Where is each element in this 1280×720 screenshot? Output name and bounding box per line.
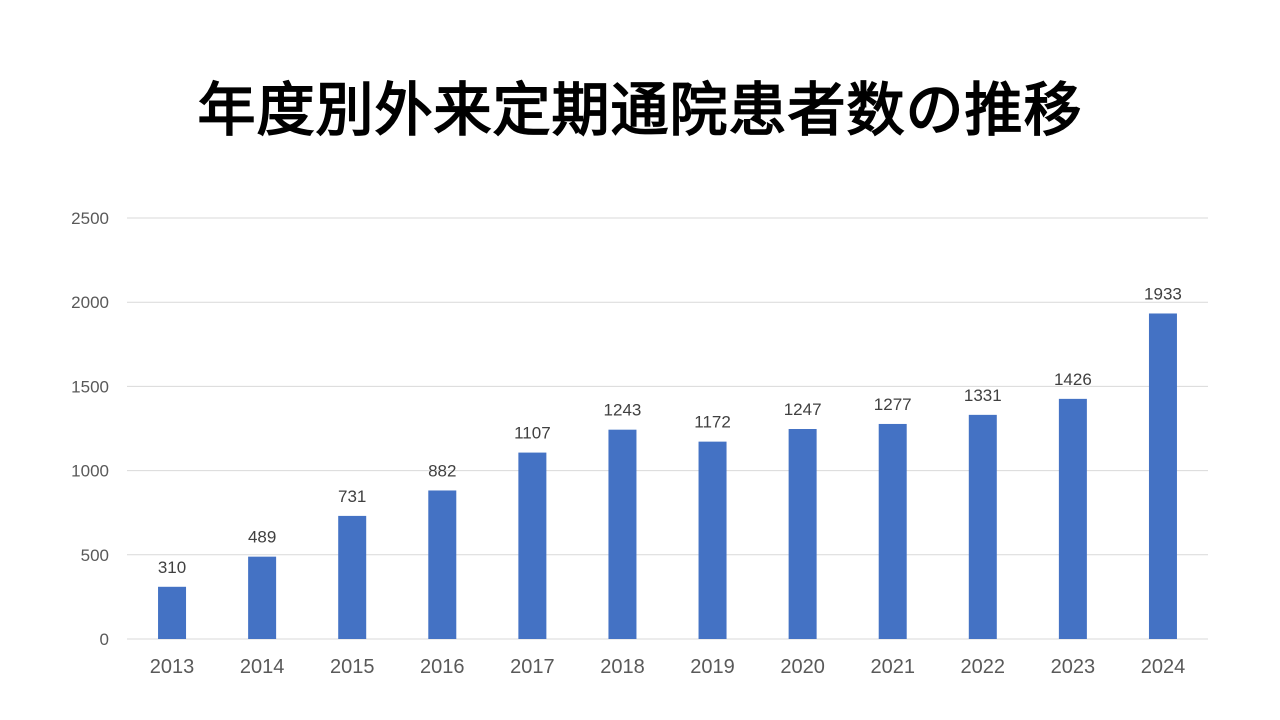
x-tick-label-2018: 2018	[600, 656, 645, 678]
y-tick-label: 2500	[71, 209, 109, 228]
x-tick-label-2015: 2015	[330, 656, 375, 678]
x-tick-label-2021: 2021	[870, 656, 915, 678]
y-tick-label: 500	[81, 546, 109, 565]
data-labels: 310 489 731 882 1107 1243 1172 1247 1277 1331 1426…	[158, 284, 1182, 576]
bar-2014	[248, 556, 277, 639]
x-tick-label-2022: 2022	[961, 656, 1006, 678]
data-label-2018: 1243	[604, 401, 642, 420]
x-tick-label-2020: 2020	[780, 656, 825, 678]
bar-2021	[878, 423, 907, 639]
data-label-2014: 489	[248, 528, 276, 547]
x-tick-label-2023: 2023	[1051, 656, 1096, 678]
data-label-2019: 1172	[694, 413, 731, 432]
bar-2023	[1058, 398, 1087, 639]
data-label-2023: 1426	[1054, 370, 1092, 389]
x-tick-label-2024: 2024	[1141, 656, 1186, 678]
bar-2017	[518, 452, 547, 639]
y-tick-label: 2000	[71, 293, 109, 312]
data-label-2017: 1107	[514, 424, 551, 443]
data-label-2020: 1247	[784, 400, 822, 419]
bar-2018	[608, 429, 637, 639]
bar-2016	[428, 490, 457, 639]
y-tick-label: 1000	[71, 462, 109, 481]
bar-2020	[788, 429, 817, 639]
gridlines	[127, 217, 1208, 640]
data-label-2024: 1933	[1144, 284, 1182, 303]
bar-2015	[338, 515, 367, 639]
bars	[158, 313, 1177, 639]
data-label-2016: 882	[428, 461, 456, 480]
bar-2019	[698, 441, 727, 639]
x-tick-label-2017: 2017	[510, 656, 555, 678]
x-tick-label-2016: 2016	[420, 656, 465, 678]
y-tick-label: 1500	[71, 377, 109, 396]
data-label-2021: 1277	[874, 395, 912, 414]
bar-2022	[968, 414, 997, 639]
x-axis-tick-labels: 2013 2014 2015 2016 2017 2018 2019 2020 2021 2022…	[150, 656, 1185, 678]
x-tick-label-2014: 2014	[240, 656, 285, 678]
y-axis-tick-labels: 0 500 1000 1500 2000 2500	[71, 209, 109, 649]
x-tick-label-2019: 2019	[690, 656, 735, 678]
bar-2024	[1148, 313, 1177, 639]
y-tick-label: 0	[100, 630, 109, 649]
data-label-2013: 310	[158, 558, 186, 577]
data-label-2015: 731	[338, 487, 366, 506]
x-tick-label-2013: 2013	[150, 656, 195, 678]
chart-title: 年度別外来定期通院患者数の推移	[197, 76, 1083, 144]
bar-2013	[158, 586, 187, 639]
data-label-2022: 1331	[964, 386, 1002, 405]
